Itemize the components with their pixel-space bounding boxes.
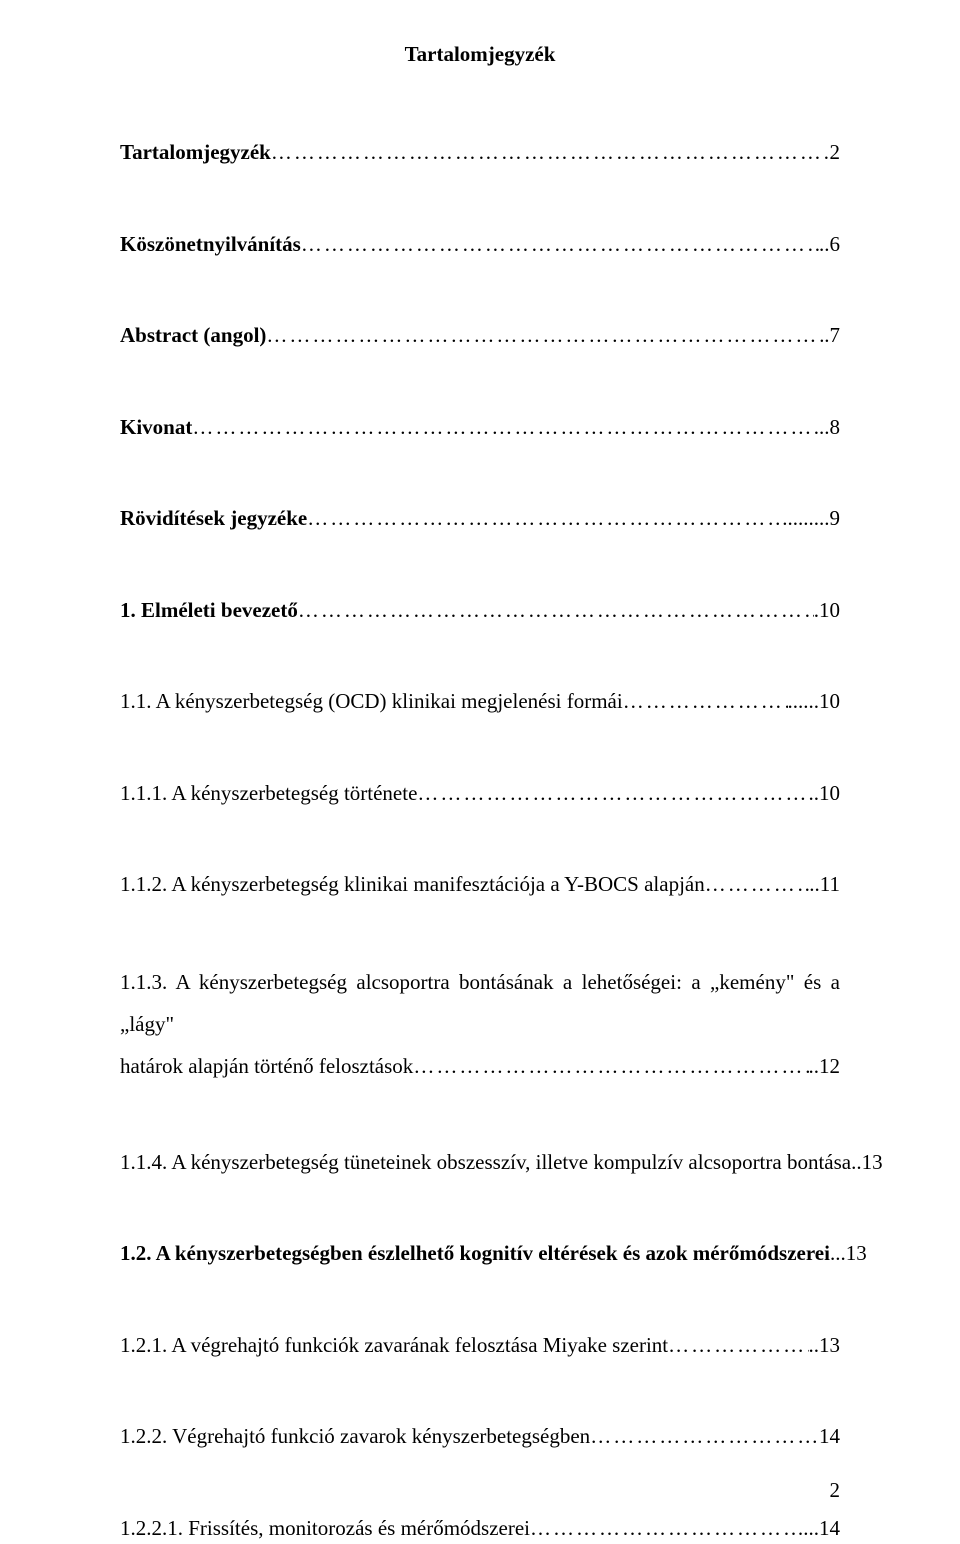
toc-entry: Tartalomjegyzék……………………………………………………………………	[120, 137, 840, 169]
toc-label: 1.2.2. Végrehajtó funkció zavarok kénysz…	[120, 1421, 590, 1453]
toc-leader: ……………………………………………………………………………………………………………	[301, 229, 819, 261]
toc-leader: ……………………………………………………………………………………………………………	[590, 1421, 819, 1453]
toc-page: 14	[819, 1421, 840, 1453]
toc-label: Kivonat	[120, 412, 192, 444]
toc-page: ..10	[809, 778, 841, 810]
toc-label: Abstract (angol)	[120, 320, 266, 352]
toc-entry: 1. Elméleti bevezető………………………………………………………	[120, 595, 840, 627]
toc-page: ..13	[809, 1330, 841, 1362]
toc-leader: ……………………………………………………………………………………………………………	[266, 320, 824, 352]
toc-label: határok alapján történő felosztások	[120, 1045, 413, 1087]
toc-page: ..6	[819, 229, 840, 261]
toc-leader: ……………………………………………………………………………………………………………	[623, 686, 788, 718]
toc-leader: ……………………………………………………………………………………………………………	[668, 1330, 808, 1362]
toc-label: 1.1.4. A kényszerbetegség tüneteinek obs…	[120, 1147, 851, 1179]
toc-entry: 1.1.1. A kényszerbetegség története………………	[120, 778, 840, 810]
toc-leader: ……………………………………………………………………………………………………………	[192, 412, 813, 444]
toc-entry: Köszönetnyilvánítás…………………………………………………………	[120, 229, 840, 261]
toc-leader: ……………………………………………………………………………………………………………	[530, 1513, 803, 1544]
toc-label: 1.1.2. A kényszerbetegség klinikai manif…	[120, 869, 705, 901]
toc-page: ..12	[809, 1045, 841, 1087]
toc-entry: 1.2.2. Végrehajtó funkció zavarok kénysz…	[120, 1421, 840, 1453]
toc-label: 1. Elméleti bevezető	[120, 595, 298, 627]
toc-page: ...14	[803, 1513, 840, 1544]
page-title: Tartalomjegyzék	[120, 42, 840, 67]
toc-label: 1.2. A kényszerbetegségben észlelhető ko…	[120, 1238, 830, 1270]
toc-page: ...13	[830, 1238, 867, 1270]
toc-label: 1.2.2.1. Frissítés, monitorozás és mérőm…	[120, 1513, 530, 1544]
toc-label: 1.1.1. A kényszerbetegség története	[120, 778, 417, 810]
toc-entry: 1.2.2.1. Frissítés, monitorozás és mérőm…	[120, 1513, 840, 1544]
toc-label: Rövidítések jegyzéke	[120, 503, 307, 535]
page-number: 2	[830, 1478, 841, 1503]
toc-page: ..11	[809, 869, 840, 901]
toc-container: Tartalomjegyzék……………………………………………………………………	[120, 137, 840, 1544]
toc-page: .10	[814, 595, 840, 627]
toc-label: 1.2.1. A végrehajtó funkciók zavarának f…	[120, 1330, 668, 1362]
toc-label: Tartalomjegyzék	[120, 137, 271, 169]
toc-page: ......10	[788, 686, 841, 718]
toc-label: Köszönetnyilvánítás	[120, 229, 301, 261]
toc-entry: Rövidítések jegyzéke………………………………………………………	[120, 503, 840, 535]
toc-entry: 1.1.3. A kényszerbetegség alcsoportra bo…	[120, 961, 840, 1087]
toc-label: 1.1.3. A kényszerbetegség alcsoportra bo…	[120, 961, 840, 1045]
toc-page: 2	[830, 137, 841, 169]
toc-entry-line: határok alapján történő felosztások………………	[120, 1045, 840, 1087]
toc-leader: ……………………………………………………………………………………………………………	[417, 778, 808, 810]
toc-label: 1.1. A kényszerbetegség (OCD) klinikai m…	[120, 686, 623, 718]
toc-leader: ……………………………………………………………………………………………………………	[307, 503, 782, 535]
toc-entry: 1.1.4. A kényszerbetegség tüneteinek obs…	[120, 1147, 840, 1179]
toc-leader: ……………………………………………………………………………………………………………	[298, 595, 814, 627]
toc-page: .7	[824, 320, 840, 352]
toc-leader: ……………………………………………………………………………………………………………	[413, 1045, 808, 1087]
toc-leader: ……………………………………………………………………………………………………………	[705, 869, 810, 901]
toc-entry: Abstract (angol)…………………………………………………………………	[120, 320, 840, 352]
toc-leader: ……………………………………………………………………………………………………………	[271, 137, 830, 169]
toc-entry: Kivonat…………………………………………………………………………………………	[120, 412, 840, 444]
toc-page: ...8	[814, 412, 840, 444]
toc-entry: 1.2. A kényszerbetegségben észlelhető ko…	[120, 1238, 840, 1270]
toc-entry: 1.1.2. A kényszerbetegség klinikai manif…	[120, 869, 840, 901]
toc-page: .........9	[782, 503, 840, 535]
toc-entry: 1.1. A kényszerbetegség (OCD) klinikai m…	[120, 686, 840, 718]
toc-entry: 1.2.1. A végrehajtó funkciók zavarának f…	[120, 1330, 840, 1362]
toc-page: ..13	[851, 1147, 883, 1179]
